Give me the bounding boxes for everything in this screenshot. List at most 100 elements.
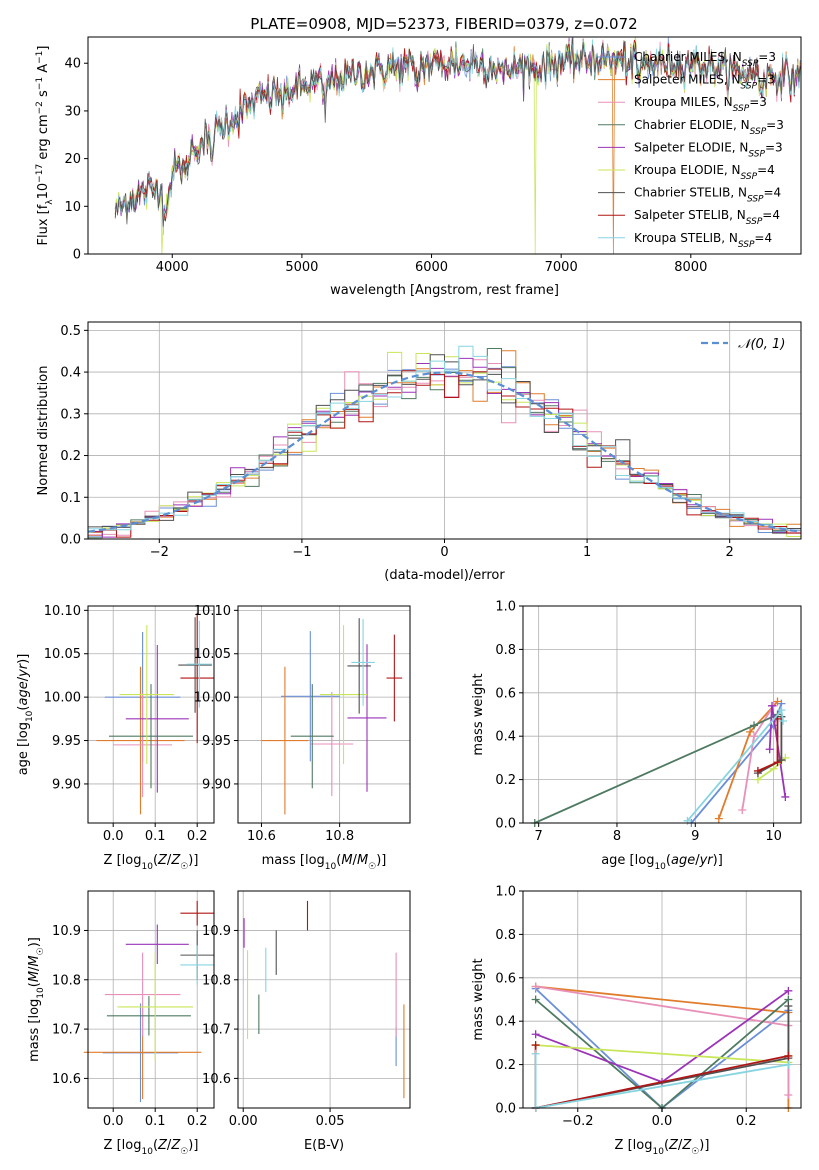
weight-series-line	[534, 713, 778, 824]
x-tick-label: 10.6	[247, 829, 276, 844]
y-tick-label: 10.00	[44, 691, 81, 706]
weight-point-marker	[750, 732, 759, 741]
x-tick-label: 8	[613, 829, 621, 844]
x-tick-label: 10.8	[325, 829, 354, 844]
legend-text: Chabrier STELIB, N	[634, 186, 747, 200]
spectrum-lines	[114, 37, 801, 254]
x-axis-label: Z [log10(Z/Z☉)]	[104, 1138, 199, 1157]
y-tick-label: 0.0	[60, 533, 81, 548]
y-tick-label: 10.7	[52, 1023, 81, 1038]
y-axis-label: mass weight	[471, 958, 486, 1040]
x-tick-label: 5000	[285, 260, 318, 275]
x-tick-label: 0.0	[103, 829, 124, 844]
legend-entry: Chabrier MILES, NSSP=3	[634, 50, 776, 69]
weight-point-marker	[750, 721, 759, 730]
y-tick-label: 10.05	[44, 647, 81, 662]
label-part: −17	[35, 164, 45, 183]
legend-entry: Salpeter STELIB, NSSP=4	[634, 208, 780, 227]
y-tick-label: 10.9	[202, 924, 231, 939]
legend-entry: Kroupa STELIB, NSSP=4	[634, 231, 772, 250]
axes-frame	[87, 605, 215, 824]
label-part: )]	[713, 853, 723, 868]
label-part: −1	[35, 51, 45, 64]
y-tick-label: 30	[64, 104, 81, 119]
label-part: Z [log	[615, 1138, 653, 1153]
y-tick-label: 10.9	[52, 924, 81, 939]
y-tick-label: 40	[64, 57, 81, 72]
y-tick-label: 0.4	[60, 366, 81, 381]
legend-text: =3	[765, 140, 783, 154]
weight-point-marker	[784, 986, 793, 995]
legend-entry: Kroupa ELODIE, NSSP=4	[634, 163, 775, 182]
weight-point-marker	[784, 1051, 793, 1060]
spectrum-series-line	[114, 37, 801, 227]
x-tick-label: 0.2	[736, 1114, 757, 1129]
label-part: /	[353, 853, 358, 868]
legend-text: =4	[764, 186, 782, 200]
label-part: yr	[699, 853, 715, 868]
y-tick-label: 0.5	[60, 324, 81, 339]
legend-text: Chabrier MILES, N	[634, 50, 742, 64]
label-part: )]	[16, 654, 31, 664]
label-part: /	[167, 1138, 172, 1153]
y-tick-label: 10.8	[202, 973, 231, 988]
y-tick-label: 0.0	[495, 1102, 516, 1117]
y-tick-label: 10	[64, 200, 81, 215]
x-tick-label: 2	[726, 545, 734, 560]
mass_vs_ebv-panel: 0.00 0.05 10.6 10.7 10.8 10.9 E(B-V)	[202, 890, 411, 1153]
label-part: age [log	[601, 853, 654, 868]
x-axis-label: mass [log10(M/M☉)]	[262, 853, 387, 872]
label-part: 10	[36, 987, 46, 999]
y-tick-label: 0.2	[495, 773, 516, 788]
weight-point-marker	[784, 1090, 793, 1099]
y-tick-label: 9.95	[52, 734, 81, 749]
legend-subscript: SSP	[750, 127, 767, 137]
weight-point-marker	[777, 706, 786, 715]
x-tick-label: 0.1	[145, 829, 166, 844]
label-part: (	[336, 853, 341, 868]
y-tick-label: 9.95	[202, 734, 231, 749]
legend-entry: Salpeter ELODIE, NSSP=3	[634, 140, 783, 159]
legend-subscript: SSP	[741, 172, 758, 182]
legend-text: Salpeter ELODIE, N	[634, 140, 748, 154]
y-tick-label: 0.2	[495, 1058, 516, 1073]
label-part: −2	[35, 101, 45, 114]
label-part: yr	[16, 662, 31, 678]
axes-frame	[237, 605, 411, 824]
x-tick-label: 0	[440, 545, 448, 560]
legend-subscript: SSP	[742, 59, 759, 69]
normal-curve	[87, 371, 802, 533]
label-part: (	[16, 706, 31, 711]
legend-text: =4	[754, 231, 772, 245]
y-tick-label: 10.00	[194, 691, 231, 706]
legend-text: =3	[757, 73, 775, 87]
label-part: Z	[668, 1138, 679, 1153]
legend-text: =4	[757, 163, 775, 177]
legend-entry: Chabrier ELODIE, NSSP=3	[634, 118, 784, 137]
y-axis-label: mass weight	[471, 673, 486, 755]
y-tick-label: 0.8	[495, 928, 516, 943]
legend-subscript: SSP	[747, 195, 764, 205]
y-tick-label: 9.90	[52, 777, 81, 792]
label-part: −1	[35, 77, 45, 90]
y-tick-label: 0.1	[60, 491, 81, 506]
x-tick-label: 6000	[415, 260, 448, 275]
label-part: 10	[325, 862, 337, 872]
legend-entry: 𝒩(0, 1)	[738, 337, 785, 352]
y-tick-label: 0.2	[60, 449, 81, 464]
label-part: M	[357, 853, 368, 868]
label-part: )]	[699, 1138, 709, 1153]
label-part: )]	[188, 1138, 198, 1153]
label-part: Z [log	[104, 853, 142, 868]
y-tick-label: 9.90	[202, 777, 231, 792]
label-part: M	[27, 955, 42, 966]
axes-frame	[87, 890, 215, 1109]
x-axis-label: age [log10(age/yr)]	[601, 853, 723, 872]
weight-point-marker	[753, 766, 762, 775]
label-part: /	[678, 1138, 683, 1153]
weight-point-marker	[778, 717, 787, 726]
x-axis-label: (data-model)/error	[384, 568, 505, 583]
